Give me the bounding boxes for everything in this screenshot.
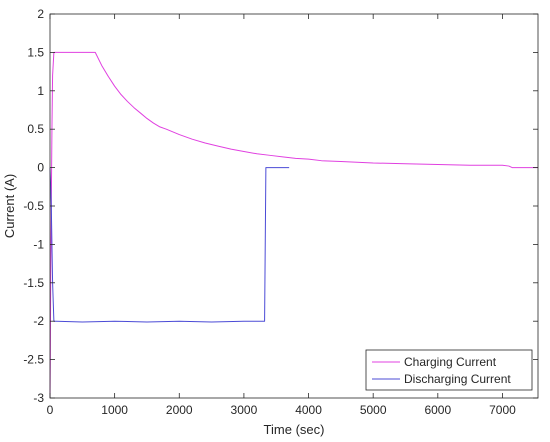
- y-tick-label: 1.5: [27, 45, 44, 59]
- x-axis-title: Time (sec): [264, 422, 325, 437]
- y-tick-label: -1: [33, 237, 44, 251]
- y-tick-label: 2: [37, 7, 44, 21]
- plot-frame: [49, 13, 539, 399]
- x-tick-label: 1000: [101, 403, 128, 417]
- plot-background: [50, 14, 538, 398]
- y-tick-label: -2.5: [23, 353, 44, 367]
- x-tick-label: 2000: [166, 403, 193, 417]
- x-tick-label: 5000: [360, 403, 387, 417]
- series-line-charging-current: [49, 51, 538, 399]
- series-line-discharging-current: [49, 167, 290, 323]
- x-tick-label: 4000: [295, 403, 322, 417]
- legend-box: [365, 349, 533, 391]
- legend-label-discharging-current: Discharging Current: [404, 372, 511, 386]
- y-tick-label: -3: [33, 391, 44, 405]
- y-tick-label: -0.5: [23, 199, 44, 213]
- y-tick-label: -2: [33, 314, 44, 328]
- x-tick-label: 0: [47, 403, 54, 417]
- y-tick-label: 0.5: [27, 122, 44, 136]
- y-tick-label: 1: [37, 84, 44, 98]
- y-tick-label: -1.5: [23, 276, 44, 290]
- tick-layer: 0 1000 2000 3000 4000 5000 6000 7000 -3 -2.5 -2 -1.…: [23, 7, 538, 417]
- y-tick-label: 0: [37, 161, 44, 175]
- x-tick-label: 7000: [489, 403, 516, 417]
- legend: Charging Current Discharging Current: [365, 349, 533, 391]
- x-tick-label: 3000: [231, 403, 258, 417]
- legend-label-charging-current: Charging Current: [404, 355, 497, 369]
- y-axis-title: Current (A): [2, 174, 17, 238]
- series-layer: [49, 51, 538, 399]
- x-tick-label: 6000: [424, 403, 451, 417]
